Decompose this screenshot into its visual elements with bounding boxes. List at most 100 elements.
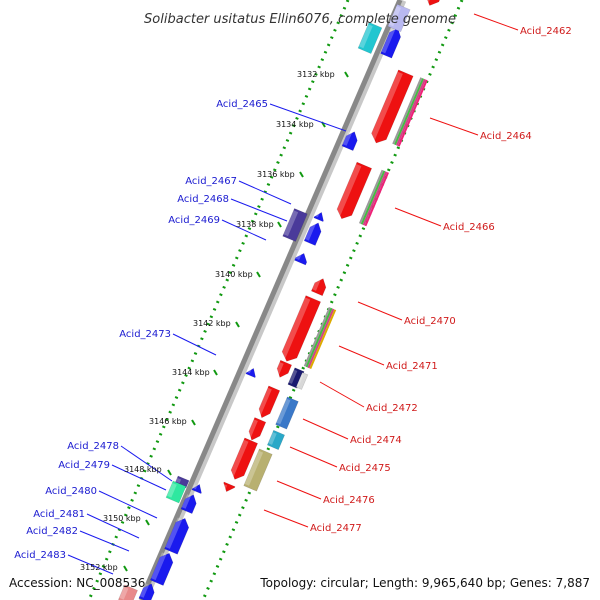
gene-acid-2473-highlight	[246, 368, 252, 374]
kbp-tick-label: 3140 kbp	[215, 270, 253, 279]
gene-acid-2464-domains	[392, 77, 428, 147]
gene-label[interactable]: Acid_2469	[168, 215, 220, 226]
gene-acid-2466-domains	[358, 169, 390, 227]
label-leader-line	[221, 219, 267, 241]
gene-acid-2464-highlight	[369, 71, 403, 141]
gene-acid-2480-shape	[180, 494, 197, 515]
gene-top-blue	[380, 27, 401, 59]
label-leader-line	[319, 381, 365, 408]
gene-acid-2472-grey	[295, 372, 309, 390]
gene-acid-2474	[246, 417, 267, 441]
gene-acid-2476	[229, 437, 259, 480]
gene-label[interactable]: Acid_2482	[26, 526, 78, 537]
gene-acid-2467	[282, 208, 308, 242]
gene-top-blue-highlight	[381, 27, 396, 54]
outer-track-dots	[201, 0, 464, 600]
gene-acid-2466-domains-stripe	[362, 171, 388, 226]
gene-acid-2481-highlight	[165, 517, 183, 549]
gene-acid-2477	[221, 481, 236, 493]
gene-acid-2465-shape	[341, 131, 358, 152]
reverse-strand-labels: Acid_2465 Acid_2467 Acid_2468 Acid_2469 …	[14, 99, 268, 561]
gene-small-blue	[313, 211, 324, 223]
backbone-line	[138, 0, 403, 600]
gene-label[interactable]: Acid_2477	[310, 523, 362, 534]
gene-acid-2466-domains-stripe	[358, 169, 384, 224]
gene-acid-2466-highlight	[335, 164, 362, 216]
gene-acid-2474-blue-shape	[275, 396, 299, 430]
gene-label[interactable]: Acid_2475	[339, 463, 391, 474]
gene-acid-2469-highlight	[295, 252, 302, 261]
track-tick	[167, 469, 172, 476]
gene-label[interactable]: Acid_2462	[520, 26, 572, 37]
gene-acid-2472	[257, 385, 281, 419]
genome-info-text: Topology: circular; Length: 9,965,640 bp…	[259, 576, 590, 590]
gene-acid-2472-grey-highlight	[296, 374, 304, 387]
gene-label[interactable]: Acid_2480	[45, 486, 97, 497]
gene-label[interactable]: Acid_2483	[14, 550, 66, 561]
gene-acid-2478-highlight	[175, 477, 182, 484]
gene-acid-2476-highlight	[229, 439, 249, 477]
inner-track-dots	[87, 0, 350, 600]
gene-small-blue-shape	[313, 211, 324, 223]
gene-acid-2482	[149, 552, 174, 586]
scale-labels: 3132 kbp 3134 kbp 3136 kbp 3138 kbp 3140…	[80, 70, 335, 572]
gene-label[interactable]: Acid_2464	[480, 131, 532, 142]
gene-bottom-pink-highlight	[119, 586, 129, 600]
gene-acid-2462-neighbor-cyan	[357, 21, 383, 55]
gene-label[interactable]: Acid_2473	[119, 329, 171, 340]
gene-acid-2477-shape	[223, 481, 236, 493]
gene-label[interactable]: Acid_2466	[443, 222, 495, 233]
gene-bottom-pink	[118, 584, 138, 600]
gene-acid-2470	[280, 295, 322, 362]
gene-label[interactable]: Acid_2465	[216, 99, 268, 110]
gene-label[interactable]: Acid_2471	[386, 361, 438, 372]
gene-acid-2470-small-highlight	[312, 278, 321, 291]
gene-acid-2464-domains-stripe	[397, 79, 428, 147]
kbp-tick-label: 3138 kbp	[236, 220, 274, 229]
gene-acid-2468-shape	[303, 222, 322, 246]
gene-label[interactable]: Acid_2474	[350, 435, 402, 446]
gene-label[interactable]: Acid_2468	[177, 194, 229, 205]
gene-acid-2469	[294, 252, 308, 266]
gene-acid-2478	[174, 475, 190, 489]
gene-acid-2462-neighbor-cyan-shape	[357, 21, 383, 55]
gene-label[interactable]: Acid_2478	[67, 441, 119, 452]
gene-label[interactable]: Acid_2472	[366, 403, 418, 414]
gene-label[interactable]: Acid_2476	[323, 495, 375, 506]
kbp-tick-label: 3146 kbp	[149, 417, 187, 426]
gene-acid-2473	[245, 367, 256, 379]
label-leader-line	[473, 13, 519, 31]
gene-acid-2476-olive-shape	[243, 448, 273, 492]
gene-acid-2482-highlight	[151, 552, 167, 581]
kbp-tick-label: 3148 kbp	[124, 465, 162, 474]
gene-acid-2471-shape	[276, 359, 293, 378]
kbp-tick-label: 3132 kbp	[297, 70, 335, 79]
gene-acid-2476-shape	[230, 437, 259, 480]
kbp-tick-label: 3144 kbp	[172, 368, 210, 377]
kbp-tick-label: 3136 kbp	[257, 170, 295, 179]
gene-features	[118, 0, 442, 600]
gene-acid-2474-highlight	[246, 419, 258, 438]
label-leader-line	[67, 554, 114, 575]
gene-acid-2471-domains	[303, 306, 337, 370]
gene-acid-2472-dark-shape	[287, 367, 305, 389]
gene-label[interactable]: Acid_2481	[33, 509, 85, 520]
gene-acid-2471-domains-stripe	[303, 306, 331, 367]
gene-acid-2465	[341, 131, 358, 152]
track-tick	[299, 171, 304, 178]
label-leader-line	[79, 530, 130, 552]
gene-label[interactable]: Acid_2467	[185, 176, 237, 187]
gene-label[interactable]: Acid_2470	[404, 316, 456, 327]
label-leaders	[67, 13, 519, 575]
gene-top-lavender-shape	[387, 3, 411, 33]
track-tick	[191, 419, 196, 426]
gene-acid-2483	[138, 583, 155, 600]
label-leader-line	[238, 180, 292, 205]
track-tick	[256, 271, 261, 278]
gene-acid-2470-shape	[281, 295, 322, 362]
track-tick	[235, 321, 240, 328]
gene-label[interactable]: Acid_2479	[58, 460, 110, 471]
label-leader-line	[263, 509, 309, 528]
